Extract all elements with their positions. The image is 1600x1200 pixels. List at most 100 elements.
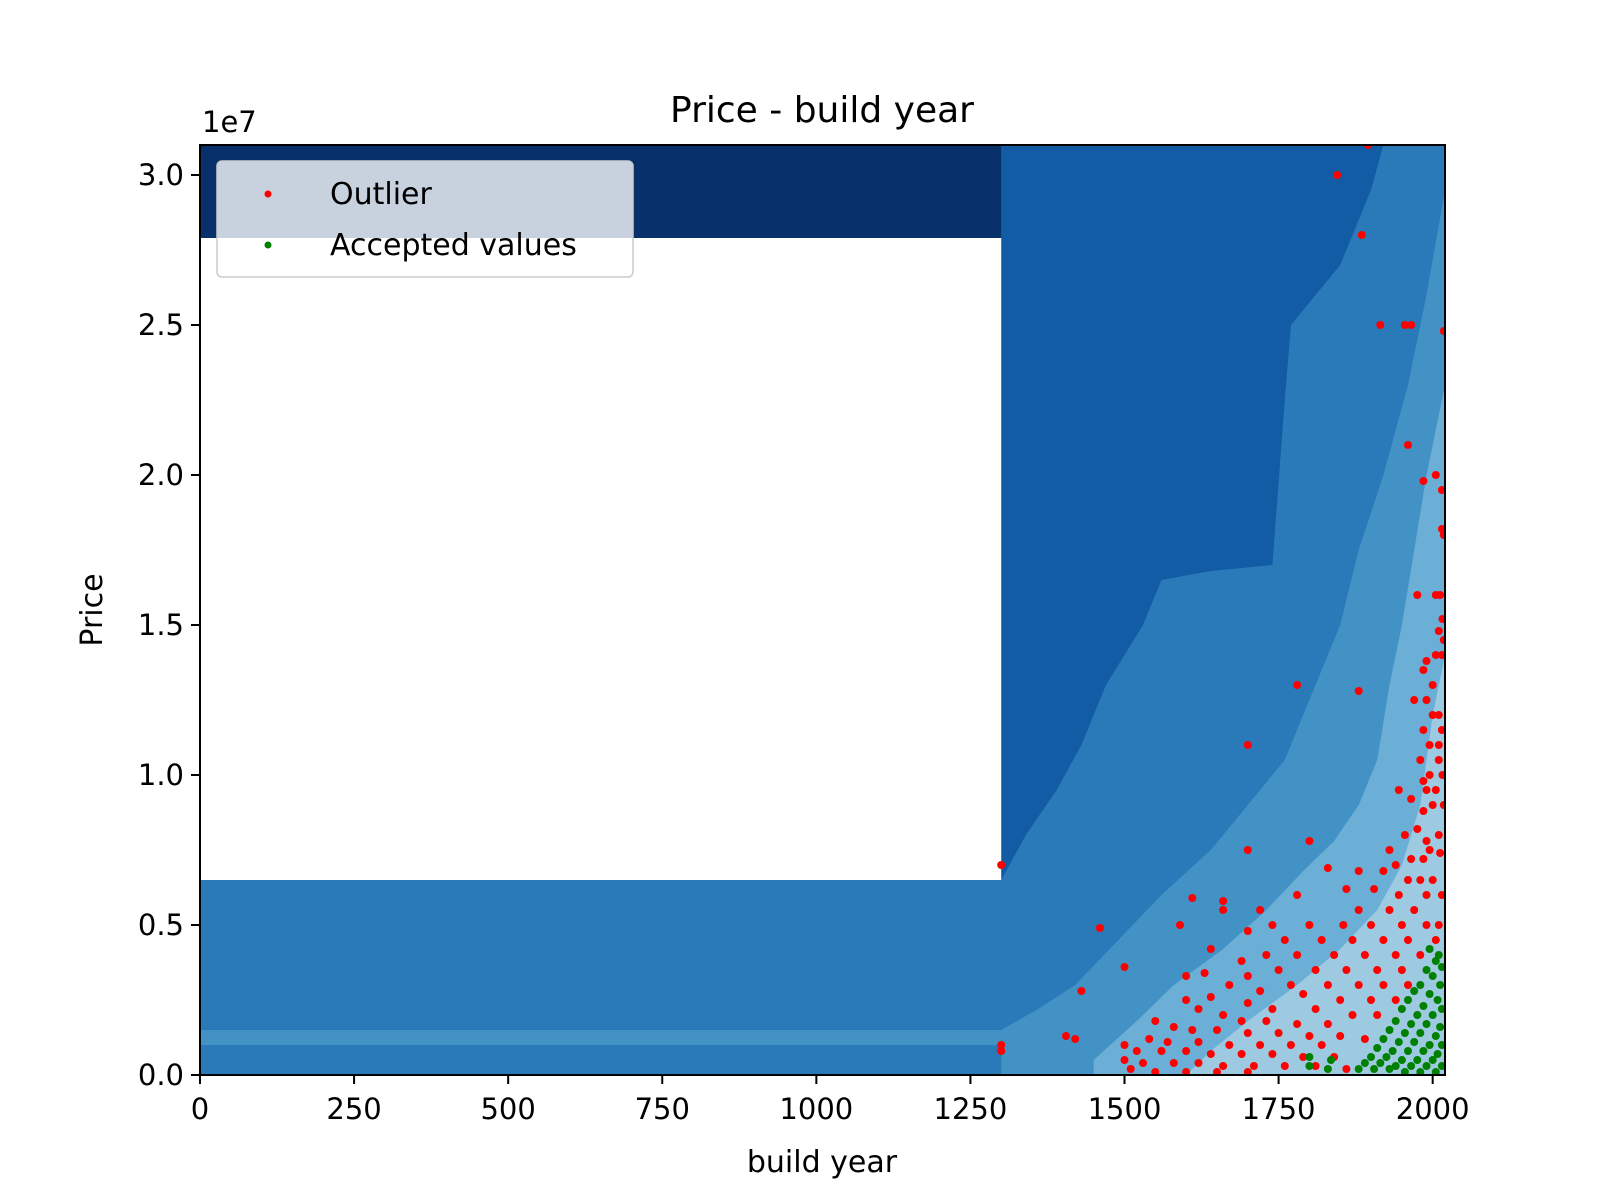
outlier-point	[1431, 936, 1440, 944]
outlier-point	[1394, 891, 1403, 899]
outlier-point	[1139, 1059, 1147, 1067]
outlier-point	[1176, 921, 1184, 929]
accepted-point	[1397, 1005, 1406, 1013]
outlier-point	[1317, 936, 1326, 944]
outlier-point	[1145, 1035, 1154, 1043]
accepted-point	[1437, 1041, 1445, 1049]
outlier-point	[1422, 837, 1431, 845]
outlier-point	[1385, 906, 1394, 914]
outlier-point	[1182, 1068, 1191, 1075]
outlier-point	[1391, 996, 1400, 1004]
outlier-point	[1249, 1062, 1258, 1070]
outlier-point	[1305, 1032, 1314, 1040]
outlier-point	[1286, 981, 1295, 989]
outlier-point	[1262, 1017, 1271, 1025]
outlier-point	[1373, 1011, 1382, 1019]
outlier-point	[1437, 891, 1445, 899]
outlier-point	[1391, 951, 1400, 959]
outlier-point	[1194, 1005, 1203, 1013]
outlier-point	[1436, 849, 1445, 857]
outlier-point	[1422, 696, 1431, 704]
y-tick-label: 2.5	[138, 308, 184, 342]
outlier-point	[1219, 1011, 1228, 1019]
outlier-point	[1376, 321, 1385, 329]
outlier-point	[1243, 1068, 1252, 1075]
outlier-point	[1354, 981, 1363, 989]
x-tick-label: 1250	[934, 1092, 1008, 1126]
outlier-point	[1434, 756, 1443, 764]
accepted-point	[1397, 1056, 1406, 1064]
y-tick-label: 0.0	[138, 1058, 184, 1092]
outlier-point	[1293, 1020, 1302, 1028]
accepted-point	[1428, 1011, 1437, 1019]
outlier-point	[1132, 1047, 1141, 1055]
outlier-point	[1416, 756, 1425, 764]
outlier-point	[1419, 777, 1428, 785]
outlier-point	[1407, 321, 1416, 329]
x-tick-label: 1500	[1088, 1092, 1162, 1126]
outlier-point	[1439, 801, 1445, 809]
outlier-point	[1422, 891, 1431, 899]
outlier-point	[1182, 972, 1191, 980]
accepted-point	[1416, 1068, 1425, 1075]
outlier-point	[1071, 1035, 1080, 1043]
accepted-point	[1437, 1005, 1445, 1013]
outlier-point	[1436, 591, 1445, 599]
outlier-point	[1095, 924, 1104, 932]
accepted-point	[1419, 1047, 1428, 1055]
outlier-point	[1407, 795, 1416, 803]
x-tick-label: 500	[480, 1092, 535, 1126]
outlier-point	[1225, 981, 1234, 989]
background-contours	[200, 145, 1445, 1075]
outlier-point	[1243, 1029, 1252, 1037]
outlier-point	[1323, 981, 1332, 989]
outlier-point	[1410, 696, 1419, 704]
accepted-point	[1367, 1053, 1375, 1061]
outlier-point	[1194, 1059, 1203, 1067]
accepted-point	[1428, 1056, 1437, 1064]
outlier-point	[1428, 681, 1437, 689]
outlier-point	[1367, 921, 1375, 929]
accepted-point	[1437, 1062, 1445, 1070]
accepted-point	[1416, 981, 1425, 989]
outlier-point	[1419, 477, 1428, 485]
outlier-point	[1397, 966, 1406, 974]
accepted-point	[1327, 1056, 1335, 1064]
accepted-point	[1404, 996, 1412, 1004]
outlier-point	[1438, 615, 1445, 623]
outlier-point	[1434, 711, 1443, 719]
outlier-point	[1431, 471, 1440, 479]
outlier-point	[1379, 981, 1388, 989]
outlier-point	[1367, 996, 1375, 1004]
outlier-point	[1256, 906, 1265, 914]
x-tick-label: 1750	[1242, 1092, 1316, 1126]
outlier-point	[1200, 969, 1209, 977]
outlier-point	[1286, 1041, 1295, 1049]
outlier-point	[1434, 921, 1443, 929]
outlier-point	[1256, 1041, 1265, 1049]
outlier-point	[1169, 1023, 1178, 1031]
accepted-point	[1391, 1062, 1400, 1070]
outlier-point	[1419, 807, 1428, 815]
outlier-point	[1431, 651, 1440, 659]
outlier-point	[1243, 846, 1252, 854]
accepted-point	[1434, 951, 1443, 959]
outlier-point	[1280, 936, 1289, 944]
outlier-point	[1379, 867, 1388, 875]
x-tick-label: 2000	[1396, 1092, 1470, 1126]
outlier-point	[1434, 831, 1443, 839]
outlier-point	[1357, 231, 1366, 239]
outlier-point	[1439, 636, 1445, 644]
x-axis: 0 250 500 750 1000 1250 1500 1750 2000	[191, 1075, 1470, 1126]
outlier-point	[1206, 1050, 1215, 1058]
outlier-point	[1385, 846, 1394, 854]
outlier-point	[1237, 1050, 1246, 1058]
outlier-point	[1305, 837, 1314, 845]
outlier-point	[1120, 963, 1129, 971]
outlier-point	[1237, 957, 1246, 965]
accepted-point	[1323, 1065, 1332, 1073]
accepted-point	[1413, 1011, 1422, 1019]
outlier-point	[1391, 861, 1400, 869]
accepted-point	[1305, 1062, 1314, 1070]
outlier-point	[1354, 906, 1363, 914]
